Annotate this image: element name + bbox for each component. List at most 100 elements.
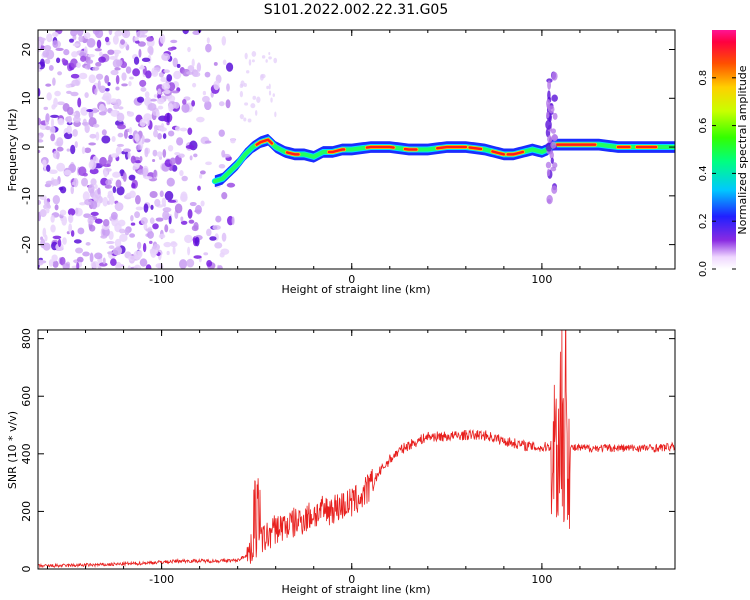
noise-blob — [121, 83, 128, 87]
noise-blob — [101, 135, 111, 144]
noise-blob — [196, 62, 202, 73]
noise-blob — [187, 127, 193, 135]
noise-blob — [130, 155, 136, 164]
noise-blob — [166, 112, 170, 123]
noise-blob — [167, 130, 175, 137]
noise-blob — [71, 79, 80, 86]
noise-blob — [89, 168, 99, 175]
noise-blob — [155, 217, 164, 222]
noise-blob — [101, 129, 107, 136]
disturbance-blob — [545, 119, 552, 130]
noise-blob — [206, 37, 210, 44]
noise-blob — [38, 149, 41, 154]
noise-blob — [163, 69, 170, 74]
noise-blob — [46, 33, 53, 43]
noise-blob — [218, 164, 226, 169]
noise-blob — [153, 124, 158, 132]
disturbance-blob — [546, 194, 553, 205]
x-top-tick-label: -100 — [149, 273, 174, 286]
colorbar-tick-label: 0.2 — [698, 213, 709, 229]
noise-blob — [133, 250, 142, 261]
noise-blob — [219, 252, 225, 258]
noise-blob — [94, 48, 102, 52]
ridge-peak-band — [468, 146, 483, 151]
noise-blob — [231, 216, 235, 226]
noise-blob — [244, 102, 249, 106]
noise-blob — [38, 259, 44, 266]
noise-blob — [63, 169, 72, 176]
noise-blob — [99, 103, 105, 112]
noise-blob — [243, 117, 247, 122]
noise-blob — [180, 220, 188, 225]
noise-blob — [84, 147, 92, 154]
noise-blob — [45, 113, 50, 123]
noise-blob — [248, 59, 252, 66]
noise-blob — [76, 62, 81, 68]
noise-blob — [213, 61, 218, 66]
noise-blob — [147, 46, 154, 54]
noise-blob — [221, 36, 227, 46]
noise-blob — [265, 59, 268, 63]
noise-blob — [171, 90, 180, 94]
plot-frame-bottom — [37, 329, 676, 570]
noise-blob — [182, 30, 189, 35]
noise-blob — [90, 200, 98, 210]
noise-blob — [193, 153, 198, 158]
noise-blob — [121, 72, 127, 81]
noise-blob — [199, 173, 203, 179]
noise-blob — [56, 151, 60, 160]
noise-blob — [146, 36, 155, 42]
noise-blob — [128, 126, 133, 135]
noise-blob — [81, 121, 90, 126]
noise-blob — [92, 30, 100, 36]
noise-blob — [99, 156, 107, 167]
noise-blob — [130, 222, 136, 226]
noise-blob — [214, 242, 223, 249]
noise-blob — [98, 56, 106, 63]
noise-blob — [251, 59, 255, 63]
y-ticks-bottom: 0 200 400 600 800 — [20, 328, 675, 573]
noise-blob — [48, 259, 54, 267]
noise-blob — [88, 74, 96, 84]
noise-blob — [62, 263, 70, 269]
noise-blob — [114, 30, 123, 37]
x-bottom-tick-label: -100 — [149, 573, 174, 586]
noise-blob — [89, 252, 94, 263]
noise-blob — [200, 200, 205, 207]
noise-blob — [86, 109, 93, 113]
colorbar-ticks: 0.0 0.2 0.4 0.6 0.8 — [698, 70, 736, 277]
noise-blob — [205, 161, 212, 166]
noise-blob — [192, 71, 201, 78]
noise-blob — [266, 85, 270, 90]
noise-blob — [126, 111, 135, 117]
noise-blob — [38, 199, 42, 206]
noise-blob — [78, 166, 87, 177]
noise-blob — [157, 133, 162, 140]
y-top-tick-label: 10 — [20, 91, 33, 105]
y-ticks-top: -20 -10 0 10 20 — [20, 43, 675, 254]
noise-blob — [164, 224, 169, 233]
noise-blob — [106, 241, 115, 245]
disturbance-blob — [551, 133, 558, 142]
noise-blob — [98, 262, 108, 267]
noise-blob — [176, 63, 181, 68]
noise-blob — [153, 129, 159, 138]
noise-blob — [268, 56, 272, 60]
noise-blob — [125, 192, 132, 198]
noise-blob — [90, 178, 97, 186]
noise-blob — [104, 184, 113, 189]
noise-blob — [45, 83, 52, 87]
noise-blob — [143, 113, 152, 122]
noise-blob — [56, 57, 61, 64]
noise-blob — [187, 65, 195, 72]
noise-blob — [95, 73, 104, 80]
noise-blob — [145, 228, 152, 232]
noise-blob — [52, 194, 60, 205]
noise-blob — [218, 129, 225, 137]
noise-blob — [159, 33, 166, 44]
noise-blob — [124, 228, 130, 236]
disturbance-blob — [550, 157, 554, 164]
noise-blob — [50, 114, 59, 119]
noise-blob — [102, 257, 106, 265]
